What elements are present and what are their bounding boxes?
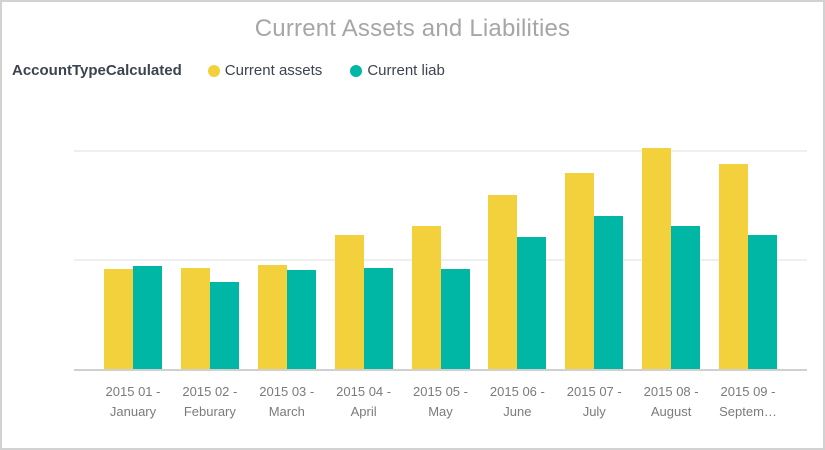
x-tick-line2: July — [582, 404, 606, 419]
x-axis-tick-label: 2015 05 - May — [412, 382, 470, 422]
bar-current-assets[interactable] — [411, 226, 441, 369]
bar-group — [488, 121, 547, 369]
bar-group — [257, 121, 316, 369]
bar-current-assets[interactable] — [565, 172, 595, 369]
bar-group — [104, 121, 162, 369]
x-axis-tick-label: 2015 04 - April — [335, 382, 393, 422]
legend: AccountTypeCalculated Current assets Curr… — [12, 62, 473, 79]
bar-current-assets[interactable] — [488, 194, 518, 369]
x-axis-tick-label: 2015 03 - March — [258, 382, 316, 422]
legend-item-label: Current liab — [367, 62, 445, 79]
bar-current-liab[interactable] — [286, 270, 316, 369]
bar-current-liab[interactable] — [748, 235, 777, 369]
legend-items: Current assets Current liab — [207, 62, 473, 79]
bar-group — [411, 121, 470, 369]
bar-current-assets[interactable] — [334, 235, 364, 369]
x-tick-line1: 2015 05 - — [413, 384, 468, 399]
x-tick-line1: 2015 03 - — [259, 384, 315, 399]
bar-group — [719, 121, 777, 369]
bar-current-liab[interactable] — [440, 269, 470, 369]
x-tick-line1: 2015 08 - — [643, 384, 699, 399]
legend-item-label: Current assets — [224, 62, 323, 79]
x-tick-line2: August — [650, 404, 692, 419]
bar-group — [334, 121, 393, 369]
legend-dot-icon — [207, 64, 220, 77]
bar-current-assets[interactable] — [257, 264, 287, 369]
bar-current-liab[interactable] — [209, 282, 239, 369]
x-tick-line1: 2015 06 - — [489, 384, 545, 399]
bar-current-liab[interactable] — [363, 268, 393, 369]
x-tick-line2: Septem… — [719, 404, 777, 419]
gridline — [74, 259, 807, 261]
x-tick-line2: Feburary — [183, 404, 236, 419]
x-axis-tick-label: 2015 06 - June — [488, 382, 546, 422]
x-axis-tick-label: 2015 09 - Septem… — [719, 382, 777, 422]
x-tick-line1: 2015 04 - — [336, 384, 392, 399]
legend-title: AccountTypeCalculated — [12, 62, 182, 79]
bar-current-liab[interactable] — [594, 216, 624, 369]
x-axis-labels: 2015 01 - January 2015 02 - Feburary 2015 03… — [104, 382, 777, 422]
legend-item-current-liab[interactable]: Current liab — [350, 62, 445, 79]
chart-title: Current Assets and Liabilities — [254, 15, 571, 42]
bar-current-liab[interactable] — [671, 226, 701, 369]
x-tick-line1: 2015 07 - — [566, 384, 622, 399]
x-tick-line1: 2015 02 - — [182, 384, 238, 399]
x-tick-line2: January — [109, 404, 157, 419]
bar-current-liab[interactable] — [133, 265, 162, 369]
x-tick-line2: April — [350, 404, 377, 419]
plot-area — [104, 121, 777, 369]
bar-current-assets[interactable] — [180, 268, 210, 369]
gridline — [74, 150, 807, 152]
x-tick-line1: 2015 09 - — [720, 384, 776, 399]
x-axis-tick-label: 2015 02 - Feburary — [181, 382, 239, 422]
bar-group — [180, 121, 239, 369]
x-tick-line2: June — [503, 404, 532, 419]
x-tick-line1: 2015 01 - — [105, 384, 161, 399]
x-axis-tick-label: 2015 01 - January — [104, 382, 162, 422]
bar-current-liab[interactable] — [517, 237, 547, 369]
bar-group — [642, 121, 701, 369]
x-axis-tick-label: 2015 08 - August — [642, 382, 700, 422]
x-axis-line — [74, 369, 807, 371]
bar-current-assets[interactable] — [104, 269, 133, 369]
bar-current-assets[interactable] — [642, 148, 672, 369]
legend-dot-icon — [350, 64, 363, 77]
bar-group — [565, 121, 624, 369]
x-tick-line2: March — [268, 404, 305, 419]
legend-item-current-assets[interactable]: Current assets — [207, 62, 323, 79]
bar-current-assets[interactable] — [719, 163, 748, 369]
x-tick-line2: May — [428, 404, 453, 419]
x-axis-tick-label: 2015 07 - July — [565, 382, 623, 422]
